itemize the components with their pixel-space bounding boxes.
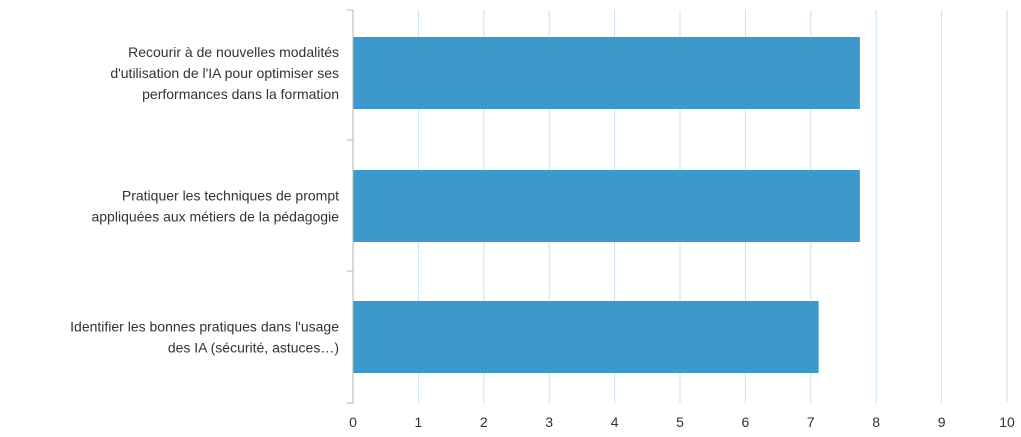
x-tick-label-10: 10 [999,414,1015,430]
bars [353,37,860,373]
x-tick-label-5: 5 [676,414,684,430]
category-label-3-line-1: Identifier les bonnes pratiques dans l'u… [70,319,339,335]
category-label-2: Pratiquer les techniques de prompt appliq… [91,188,339,225]
x-tick-label-3: 3 [545,414,553,430]
category-label-1-line-3: performances dans la formation [142,86,339,102]
category-label-1: Recourir à de nouvelles modalités d'utili… [110,44,339,102]
x-tick-label-9: 9 [938,414,946,430]
category-label-3-line-2: des IA (sécurité, astuces…) [168,340,339,356]
x-tick-label-4: 4 [611,414,619,430]
x-tick-labels: 0 1 2 3 4 5 6 7 8 9 10 [349,414,1015,430]
x-tick-label-8: 8 [872,414,880,430]
x-tick-label-1: 1 [415,414,423,430]
x-tick-label-6: 6 [742,414,750,430]
bar-3 [353,301,819,373]
category-label-1-line-1: Recourir à de nouvelles modalités [128,44,339,60]
x-tick-label-7: 7 [807,414,815,430]
category-label-1-line-2: d'utilisation de l'IA pour optimiser ses [110,65,339,81]
x-tick-label-0: 0 [349,414,357,430]
bar-2 [353,170,860,242]
category-label-3: Identifier les bonnes pratiques dans l'u… [70,319,339,356]
category-label-2-line-1: Pratiquer les techniques de prompt [122,188,339,204]
category-label-2-line-2: appliquées aux métiers de la pédagogie [91,209,339,225]
category-labels: Recourir à de nouvelles modalités d'utili… [70,44,339,356]
bar-1 [353,37,860,109]
y-axis [347,9,354,404]
x-tick-label-2: 2 [480,414,488,430]
